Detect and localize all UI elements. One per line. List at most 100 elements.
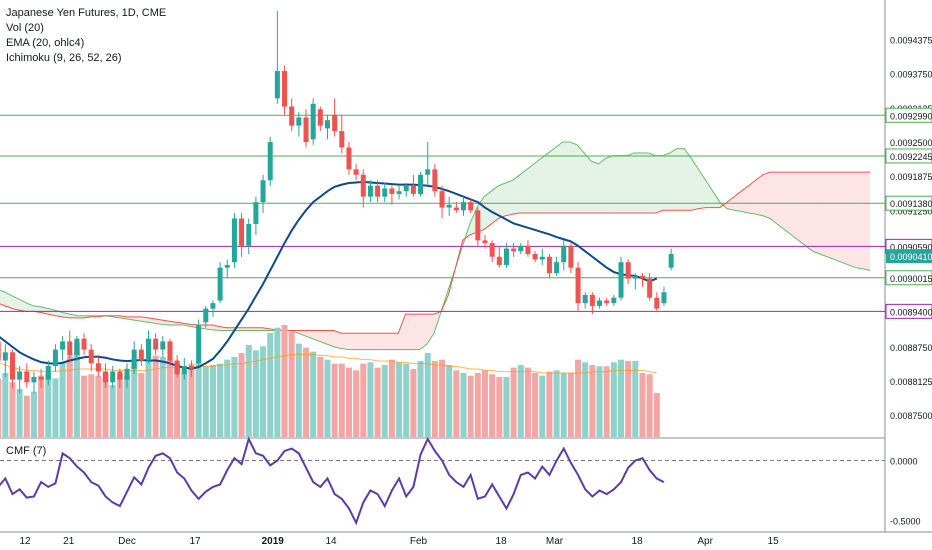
cloud-segment — [405, 314, 413, 350]
candle — [310, 98, 316, 145]
candle-body — [153, 338, 159, 350]
cloud-segment — [519, 169, 527, 214]
ema-line — [0, 180, 658, 370]
candle-body — [231, 218, 237, 263]
cloud-segment — [326, 330, 335, 347]
cloud-segment — [562, 142, 570, 214]
candle-body — [432, 169, 438, 192]
candle-body — [382, 188, 388, 197]
candle-body — [360, 174, 366, 197]
cloud-segment — [655, 155, 663, 214]
price-tick-label: 0.0092500 — [890, 138, 932, 148]
candle — [289, 98, 295, 132]
volume-bar — [417, 361, 424, 437]
candle — [461, 196, 467, 216]
candle — [639, 273, 645, 287]
volume-bar — [174, 363, 181, 437]
candle — [489, 240, 495, 263]
cloud-segment — [662, 152, 670, 211]
candle-body — [554, 262, 560, 274]
candle — [403, 182, 409, 197]
volume-bar — [439, 359, 446, 437]
candle — [554, 256, 560, 276]
candle — [503, 243, 509, 268]
candle-body — [375, 185, 381, 197]
candle — [604, 297, 610, 306]
candle — [446, 196, 452, 216]
candle-body — [310, 103, 316, 140]
candle — [253, 196, 259, 235]
candle-body — [546, 256, 552, 274]
level-tag-label: 0.0090015 — [890, 274, 932, 284]
candle — [539, 248, 545, 265]
cloud-segment — [319, 330, 327, 345]
level-tag-label: 0.0090590 — [890, 242, 932, 252]
volume-bar — [517, 365, 524, 437]
candle — [9, 349, 15, 388]
candle-body — [589, 294, 595, 306]
candle-body — [24, 371, 30, 383]
candle-body — [217, 267, 223, 301]
time-tick-label: 18 — [496, 536, 508, 547]
volume-bar — [195, 362, 202, 437]
candle-body — [453, 207, 459, 211]
candle-body — [346, 147, 352, 170]
cloud-segment — [748, 180, 756, 215]
candle-body — [461, 202, 467, 211]
candle-body — [274, 71, 280, 99]
candle — [668, 248, 674, 271]
price-tick-label: 0.0093750 — [890, 70, 932, 80]
volume-bar — [460, 373, 467, 437]
candle — [296, 111, 302, 137]
cloud-segment — [827, 172, 835, 260]
candle — [625, 259, 631, 285]
last-price-tag-label: 0.0090410 — [890, 252, 932, 262]
volume-bar — [95, 375, 102, 437]
volume-bar — [503, 377, 510, 437]
candle — [167, 338, 173, 366]
candle-body — [339, 131, 345, 148]
cloud-segment — [119, 315, 127, 320]
candle-body — [196, 325, 202, 364]
candle — [95, 355, 101, 377]
candle-body — [160, 341, 166, 350]
candle — [188, 360, 194, 377]
cloud-segment — [505, 180, 513, 216]
cloud-segment — [627, 152, 635, 214]
candle — [346, 142, 352, 175]
cloud-segment — [669, 148, 678, 211]
candle — [360, 169, 366, 208]
volume-bar — [2, 373, 9, 437]
candle — [317, 106, 323, 132]
volume-bar — [52, 378, 59, 437]
volume-bar — [224, 359, 231, 437]
volume-bar — [73, 342, 80, 437]
time-tick-label: Apr — [697, 536, 713, 547]
volume-bar — [188, 363, 195, 437]
volume-bar — [181, 373, 188, 437]
candle-body — [203, 308, 209, 323]
candle-body — [389, 188, 395, 194]
candle-body — [239, 218, 245, 246]
cloud-segment — [555, 142, 563, 214]
candle-body — [146, 338, 152, 361]
cloud-segment — [598, 158, 606, 214]
candle — [475, 207, 481, 246]
volume-bar — [281, 325, 288, 437]
cloud-segment — [398, 314, 406, 350]
volume-bar — [625, 361, 632, 437]
price-tick-label: 0.0094375 — [890, 36, 932, 46]
legend-symbol: Japanese Yen Futures, 1D, CME — [6, 7, 167, 19]
cloud-segment — [691, 158, 699, 211]
price-tick-label: 0.0088125 — [890, 377, 932, 387]
volume-bar — [152, 355, 159, 437]
candle-body — [611, 297, 617, 304]
senkou-span-b — [0, 171, 870, 334]
candle — [224, 259, 230, 279]
volume-bar — [353, 370, 360, 437]
time-tick-label: 14 — [325, 536, 337, 547]
candle — [0, 341, 1, 361]
volume-bar — [324, 359, 331, 437]
cloud-segment — [684, 148, 692, 211]
